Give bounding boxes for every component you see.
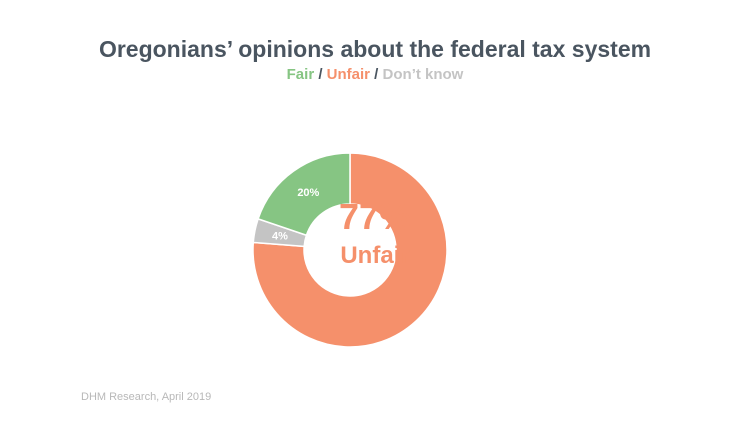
chart-legend: Fair / Unfair / Don’t know bbox=[0, 66, 750, 83]
source-note: DHM Research, April 2019 bbox=[81, 391, 212, 403]
center-label: Unfair bbox=[340, 242, 409, 269]
legend-item-unfair: Unfair bbox=[326, 66, 371, 83]
legend-item-dont-know: Don’t know bbox=[382, 66, 464, 83]
slice-fair bbox=[257, 152, 351, 237]
chart-title: Oregonians’ opinions about the federal t… bbox=[98, 36, 652, 62]
donut-slices bbox=[252, 152, 448, 348]
center-value: 77% bbox=[339, 196, 411, 237]
legend-separator: / bbox=[314, 66, 327, 83]
slice-label-fair: 20% bbox=[297, 187, 319, 199]
legend-separator: / bbox=[370, 66, 383, 83]
legend-item-fair: Fair bbox=[286, 66, 315, 83]
slice-unfair bbox=[252, 152, 448, 348]
slice-label-don-t-know: 4% bbox=[272, 231, 288, 243]
donut-slice-labels: 4% 20% bbox=[272, 187, 320, 243]
